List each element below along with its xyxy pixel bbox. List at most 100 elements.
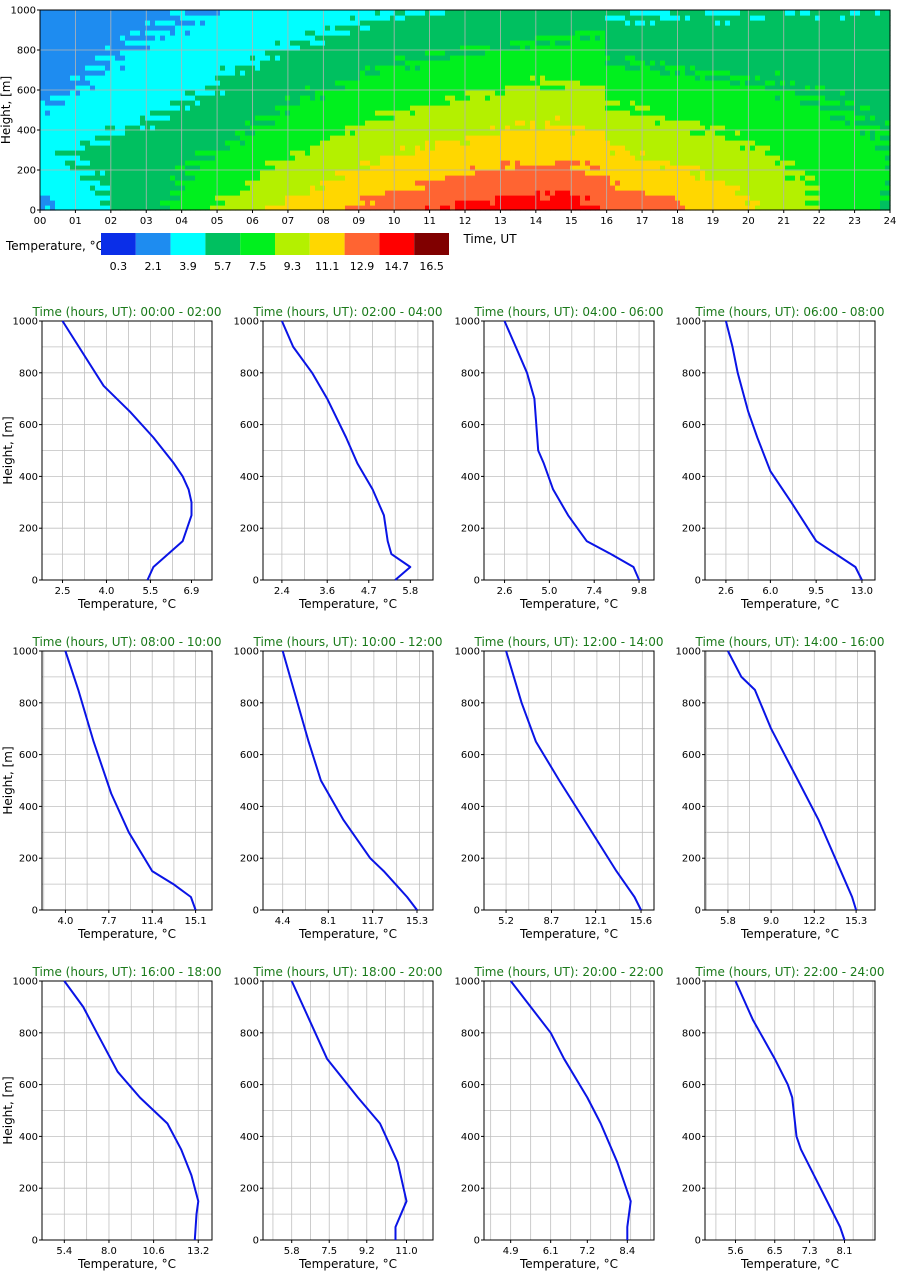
heatmap-cell	[540, 95, 546, 101]
heatmap-cell	[150, 20, 156, 26]
heatmap-cell	[340, 80, 346, 86]
heatmap-cell	[60, 160, 66, 166]
heatmap-cell	[605, 70, 611, 76]
heatmap-cell	[170, 155, 176, 161]
heatmap-cell	[155, 185, 161, 191]
heatmap-cell	[635, 100, 641, 106]
heatmap-cell	[625, 170, 631, 176]
heatmap-cell	[40, 75, 46, 81]
heatmap-cell	[440, 135, 446, 141]
heatmap-cell	[100, 155, 106, 161]
heatmap-cell	[85, 130, 91, 136]
heatmap-cell	[225, 160, 231, 166]
heatmap-cell	[385, 145, 391, 151]
heatmap-cell	[115, 85, 121, 91]
heatmap-cell	[200, 170, 206, 176]
heatmap-cell	[180, 160, 186, 166]
heatmap-cell	[115, 190, 121, 196]
heatmap-cell	[65, 125, 71, 131]
heatmap-cell	[80, 65, 86, 71]
heatmap-cell	[180, 155, 186, 161]
heatmap-cell	[230, 65, 236, 71]
heatmap-cell	[245, 115, 251, 121]
heatmap-cell	[300, 195, 306, 201]
heatmap-cell	[410, 80, 416, 86]
heatmap-cell	[150, 130, 156, 136]
heatmap-cell	[175, 135, 181, 141]
heatmap-cell	[455, 15, 461, 21]
heatmap-cell	[645, 180, 651, 186]
heatmap-cell	[415, 60, 421, 66]
heatmap-cell	[370, 15, 376, 21]
heatmap-cell	[355, 165, 361, 171]
heatmap-cell	[120, 160, 126, 166]
heatmap-cell	[100, 120, 106, 126]
heatmap-cell	[195, 95, 201, 101]
heatmap-cell	[375, 20, 381, 26]
heatmap-cell	[650, 45, 656, 51]
heatmap-cell	[400, 70, 406, 76]
heatmap-cell	[620, 150, 626, 156]
heatmap-cell	[210, 140, 216, 146]
heatmap-cell	[435, 205, 441, 211]
heatmap-cell	[605, 45, 611, 51]
heatmap-cell	[160, 175, 166, 181]
heatmap-cell	[430, 120, 436, 126]
heatmap-cell	[205, 25, 211, 31]
heatmap-cell	[145, 175, 151, 181]
heatmap-cell	[300, 170, 306, 176]
heatmap-cell	[340, 200, 346, 206]
heatmap-cell	[230, 145, 236, 151]
heatmap-cell	[550, 185, 556, 191]
heatmap-cell	[405, 130, 411, 136]
heatmap-cell	[475, 90, 481, 96]
heatmap-cell	[185, 20, 191, 26]
heatmap-cell	[360, 150, 366, 156]
heatmap-cell	[85, 190, 91, 196]
heatmap-cell	[130, 205, 136, 211]
heatmap-cell	[185, 65, 191, 71]
heatmap-cell	[360, 75, 366, 81]
heatmap-cell	[550, 200, 556, 206]
heatmap-cell	[185, 115, 191, 121]
heatmap-cell	[55, 20, 61, 26]
heatmap-cell	[545, 65, 551, 71]
heatmap-cell	[440, 145, 446, 151]
heatmap-cell	[245, 195, 251, 201]
heatmap-cell	[410, 150, 416, 156]
heatmap-cell	[155, 30, 161, 36]
heatmap-cell	[585, 60, 591, 66]
heatmap-cell	[455, 165, 461, 171]
heatmap-cell	[610, 75, 616, 81]
heatmap-cell	[165, 160, 171, 166]
heatmap-cell	[190, 55, 196, 61]
heatmap-cell	[145, 50, 151, 56]
heatmap-cell	[380, 65, 386, 71]
heatmap-cell	[400, 90, 406, 96]
heatmap-cell	[205, 185, 211, 191]
heatmap-cell	[85, 35, 91, 41]
heatmap-cell	[635, 165, 641, 171]
heatmap-cell	[205, 120, 211, 126]
heatmap-cell	[355, 65, 361, 71]
heatmap-cell	[340, 10, 346, 16]
heatmap-cell	[290, 110, 296, 116]
heatmap-cell	[470, 85, 476, 91]
heatmap-cell	[105, 125, 111, 131]
heatmap-cell	[120, 150, 126, 156]
heatmap-cell	[600, 60, 606, 66]
heatmap-cell	[265, 190, 271, 196]
heatmap-cell	[400, 10, 406, 16]
heatmap-cell	[570, 150, 576, 156]
heatmap-cell	[145, 145, 151, 151]
heatmap-cell	[240, 110, 246, 116]
heatmap-cell	[470, 15, 476, 21]
heatmap-cell	[130, 85, 136, 91]
heatmap-cell	[175, 95, 181, 101]
heatmap-cell	[630, 150, 636, 156]
heatmap-cell	[145, 95, 151, 101]
heatmap-cell	[600, 85, 606, 91]
heatmap-cell	[395, 10, 401, 16]
heatmap-cell	[240, 170, 246, 176]
heatmap-cell	[540, 20, 546, 26]
